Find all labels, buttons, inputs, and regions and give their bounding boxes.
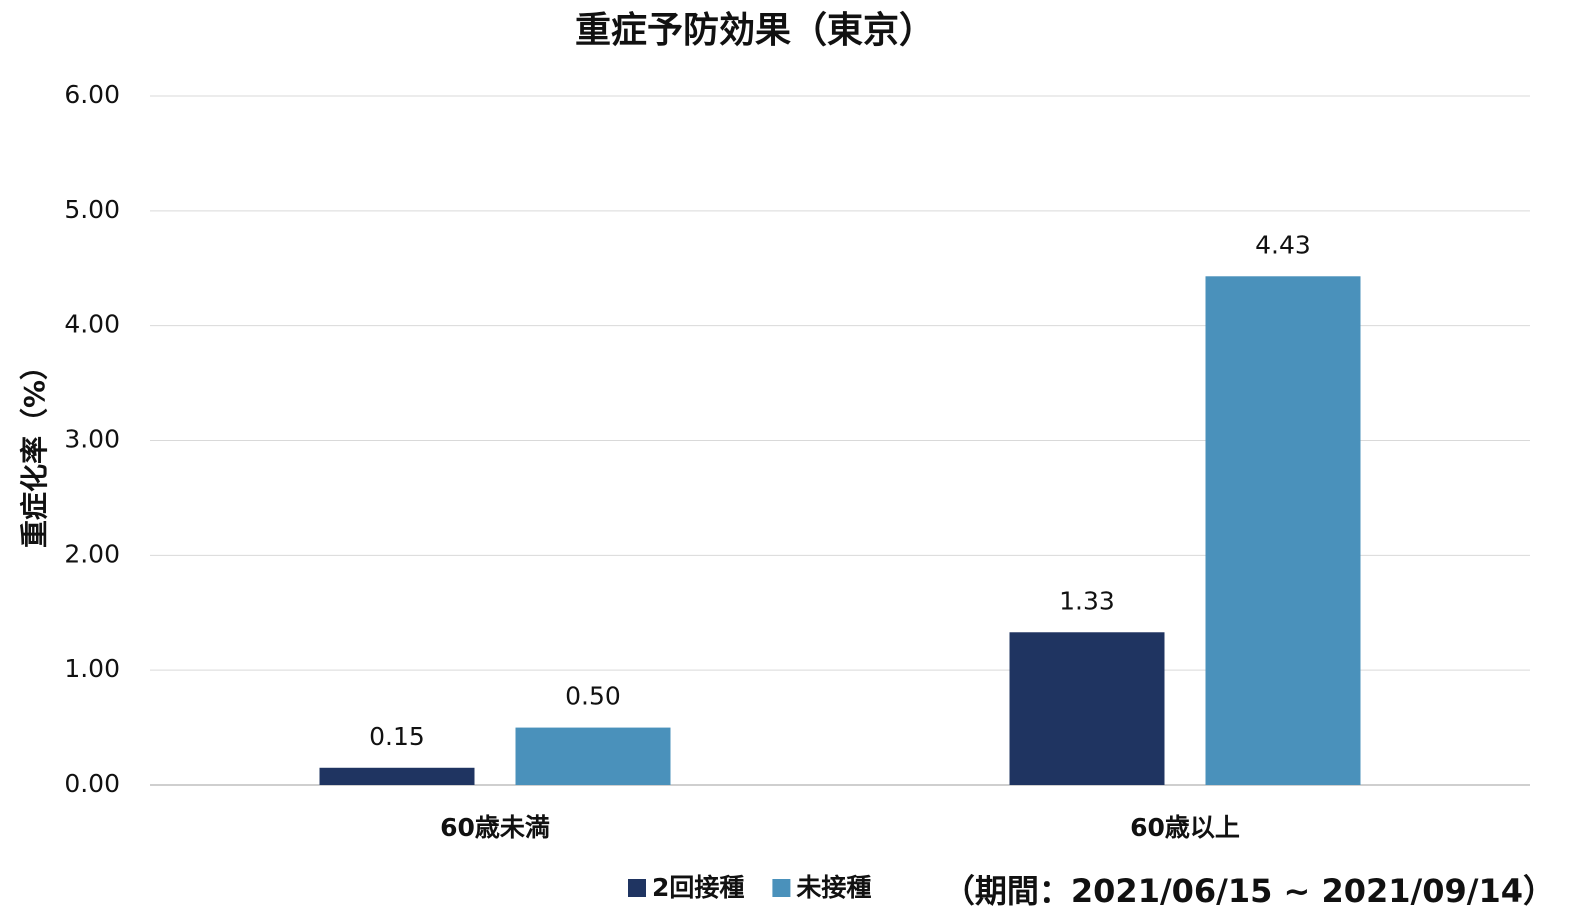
value-label: 4.43 [1255, 230, 1311, 259]
bar [1205, 276, 1361, 785]
x-tick-label: 60歳以上 [1130, 813, 1240, 842]
value-label: 1.33 [1059, 586, 1115, 615]
y-tick-label: 6.00 [64, 80, 120, 109]
y-tick-label: 3.00 [64, 425, 120, 454]
legend-label: 未接種 [796, 873, 871, 902]
legend-swatch [772, 879, 791, 897]
legend-swatch [628, 879, 646, 897]
y-axis-label: 重症化率（%） [18, 352, 51, 548]
y-tick-label: 5.00 [64, 195, 120, 224]
y-tick-label: 1.00 [64, 654, 120, 683]
value-label: 0.15 [369, 722, 425, 751]
y-tick-label: 4.00 [64, 310, 120, 339]
chart-title: 重症予防効果（東京） [575, 9, 935, 51]
y-tick-label: 0.00 [64, 769, 120, 798]
y-tick-label: 2.00 [64, 539, 120, 568]
bar [319, 767, 475, 785]
value-label: 0.50 [565, 682, 621, 711]
legend-label: 2回接種 [652, 873, 744, 902]
bar [1009, 632, 1165, 785]
bar [515, 727, 671, 785]
annotation: （期間：2021/06/15 ~ 2021/09/14） [943, 872, 1555, 910]
x-tick-label: 60歳未満 [440, 813, 550, 842]
